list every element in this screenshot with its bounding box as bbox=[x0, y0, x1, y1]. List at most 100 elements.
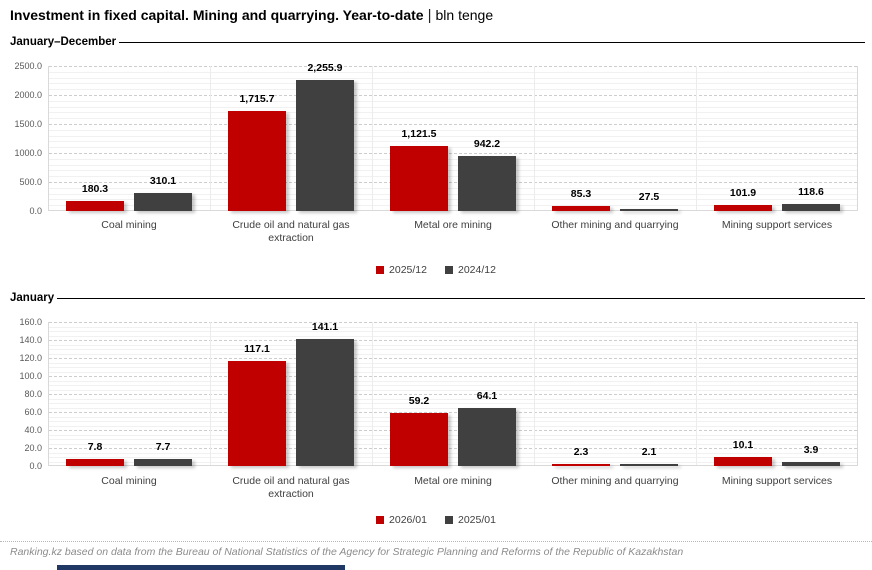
minor-gridline bbox=[49, 83, 857, 85]
major-gridline bbox=[49, 412, 857, 413]
minor-gridline bbox=[49, 425, 857, 427]
bar-value-label: 2,255.9 bbox=[307, 62, 343, 75]
minor-gridline bbox=[49, 118, 857, 120]
minor-gridline bbox=[49, 176, 857, 178]
minor-gridline bbox=[49, 89, 857, 91]
category-label: Mining support services bbox=[721, 475, 833, 487]
minor-gridline bbox=[49, 362, 857, 364]
bar-2025-01 bbox=[458, 408, 516, 466]
legend: 2025/12 2024/12 bbox=[0, 264, 872, 276]
minor-gridline bbox=[49, 443, 857, 445]
category-label: Coal mining bbox=[101, 219, 157, 231]
minor-gridline bbox=[49, 158, 857, 160]
bar-2026-01 bbox=[552, 463, 610, 466]
bar-value-label: 180.3 bbox=[81, 182, 109, 195]
legend: 2026/01 2025/01 bbox=[0, 514, 872, 526]
legend-item: 2024/12 bbox=[445, 264, 496, 276]
y-tick-label: 80.0 bbox=[24, 389, 42, 399]
legend-series-label: 2025/12 bbox=[389, 264, 427, 276]
category-label: Other mining and quarrying bbox=[551, 219, 679, 231]
major-gridline bbox=[49, 448, 857, 449]
legend-item: 2026/01 bbox=[376, 514, 427, 526]
chart-period-label: January bbox=[10, 292, 55, 304]
y-tick-label: 1000.0 bbox=[14, 148, 42, 158]
bottom-accent-bar bbox=[57, 565, 345, 570]
category-separator bbox=[696, 66, 697, 210]
legend-marker bbox=[376, 266, 385, 274]
minor-gridline bbox=[49, 141, 857, 143]
category-label: Metal ore mining bbox=[414, 475, 492, 487]
minor-gridline bbox=[49, 407, 857, 409]
minor-gridline bbox=[49, 187, 857, 189]
bar-value-label: 27.5 bbox=[638, 191, 660, 204]
bar-2026-01 bbox=[66, 458, 124, 466]
minor-gridline bbox=[49, 71, 857, 73]
bar-value-label: 10.1 bbox=[732, 438, 754, 451]
minor-gridline bbox=[49, 335, 857, 337]
legend-marker bbox=[445, 266, 453, 274]
major-gridline bbox=[49, 124, 857, 125]
category-separator bbox=[210, 66, 211, 210]
minor-gridline bbox=[49, 385, 857, 386]
minor-gridline bbox=[49, 457, 857, 458]
y-tick-label: 140.0 bbox=[19, 335, 42, 345]
major-gridline bbox=[49, 95, 857, 96]
minor-gridline bbox=[49, 331, 857, 332]
minor-gridline bbox=[49, 380, 857, 382]
category-label: Crude oil and natural gas extraction bbox=[232, 219, 350, 245]
category-separator bbox=[372, 322, 373, 465]
category-label: Mining support services bbox=[721, 219, 833, 231]
category-label: Crude oil and natural gas extraction bbox=[232, 475, 350, 501]
bar-2025-01 bbox=[620, 464, 678, 466]
bar-value-label: 64.1 bbox=[476, 390, 498, 403]
bar-value-label: 7.7 bbox=[155, 441, 171, 454]
category-label: Coal mining bbox=[101, 475, 157, 487]
page-title: Investment in fixed capital. Mining and … bbox=[10, 7, 493, 24]
category-label: Other mining and quarrying bbox=[551, 475, 679, 487]
major-gridline bbox=[49, 430, 857, 431]
minor-gridline bbox=[49, 129, 857, 131]
minor-gridline bbox=[49, 106, 857, 108]
bar-value-label: 942.2 bbox=[473, 138, 501, 151]
category-label: Metal ore mining bbox=[414, 219, 492, 231]
bar-2026-01 bbox=[390, 412, 448, 466]
minor-gridline bbox=[49, 344, 857, 346]
minor-gridline bbox=[49, 349, 857, 350]
minor-gridline bbox=[49, 452, 857, 454]
minor-gridline bbox=[49, 193, 857, 195]
title-unit: bln tenge bbox=[435, 7, 494, 23]
bar-value-label: 3.9 bbox=[803, 444, 819, 457]
minor-gridline bbox=[49, 371, 857, 373]
bar-2025-01 bbox=[782, 462, 840, 466]
bar-2025-12 bbox=[390, 145, 448, 211]
legend-marker bbox=[376, 516, 385, 524]
major-gridline bbox=[49, 340, 857, 341]
minor-gridline bbox=[49, 353, 857, 355]
bar-2026-01 bbox=[714, 456, 772, 466]
category-separator bbox=[696, 322, 697, 465]
bar-2026-01 bbox=[228, 360, 286, 466]
major-gridline bbox=[49, 376, 857, 377]
category-separator bbox=[372, 66, 373, 210]
bar-value-label: 1,715.7 bbox=[239, 93, 275, 106]
bar-value-label: 85.3 bbox=[570, 188, 592, 201]
title-text: Investment in fixed capital. Mining and … bbox=[10, 7, 424, 23]
bar-2024-12 bbox=[782, 204, 840, 211]
minor-gridline bbox=[49, 112, 857, 114]
minor-gridline bbox=[49, 389, 857, 391]
chart-period-label: January–December bbox=[10, 36, 117, 48]
y-tick-label: 1500.0 bbox=[14, 119, 42, 129]
major-gridline bbox=[49, 182, 857, 183]
bar-2025-12 bbox=[552, 206, 610, 211]
y-tick-label: 0.0 bbox=[29, 461, 42, 471]
minor-gridline bbox=[49, 77, 857, 79]
category-separator bbox=[210, 322, 211, 465]
y-tick-label: 160.0 bbox=[19, 317, 42, 327]
y-tick-label: 40.0 bbox=[24, 425, 42, 435]
bar-value-label: 7.8 bbox=[87, 440, 103, 453]
y-tick-label: 100.0 bbox=[19, 371, 42, 381]
minor-gridline bbox=[49, 403, 857, 404]
title-separator: | bbox=[427, 7, 432, 24]
chart-header: January–December bbox=[10, 36, 865, 48]
